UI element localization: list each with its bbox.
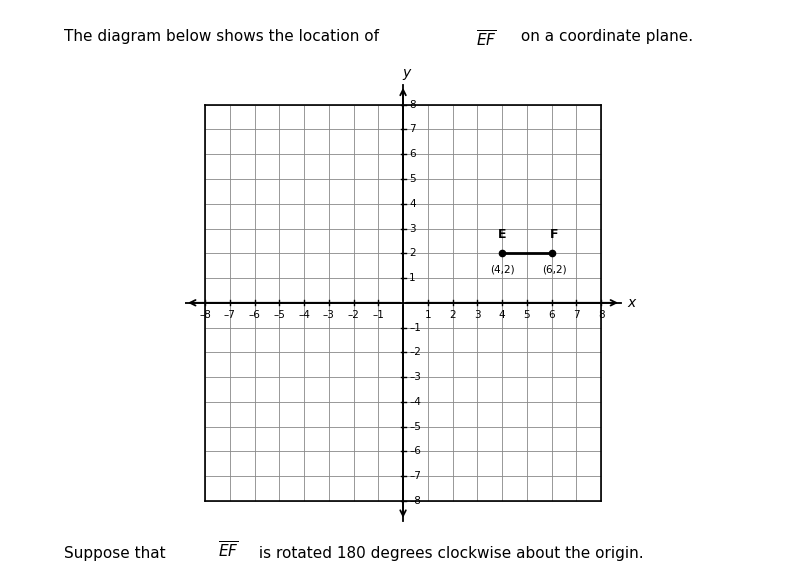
Text: –8: –8: [199, 310, 211, 320]
Text: 2: 2: [450, 310, 456, 320]
Text: –2: –2: [410, 347, 421, 357]
Text: –5: –5: [274, 310, 286, 320]
Text: 8: 8: [410, 100, 416, 110]
Text: 4: 4: [410, 199, 416, 208]
Text: 8: 8: [598, 310, 605, 320]
Text: 2: 2: [410, 248, 416, 258]
Text: –3: –3: [410, 372, 421, 382]
Text: 3: 3: [474, 310, 481, 320]
Text: (6,2): (6,2): [542, 265, 566, 274]
Text: 4: 4: [498, 310, 506, 320]
Text: F: F: [550, 228, 558, 241]
Text: –6: –6: [410, 446, 421, 456]
Text: –6: –6: [249, 310, 261, 320]
Text: –7: –7: [224, 310, 236, 320]
Text: Suppose that: Suppose that: [64, 545, 170, 561]
Text: 1: 1: [425, 310, 431, 320]
Text: –4: –4: [410, 397, 421, 407]
Text: –5: –5: [410, 422, 421, 432]
Text: –2: –2: [347, 310, 359, 320]
Text: –1: –1: [410, 322, 421, 332]
Text: –1: –1: [372, 310, 384, 320]
Text: y: y: [402, 66, 411, 80]
Text: 7: 7: [410, 124, 416, 134]
Text: –4: –4: [298, 310, 310, 320]
Text: 7: 7: [573, 310, 580, 320]
Text: $\overline{EF}$: $\overline{EF}$: [476, 29, 497, 49]
Text: The diagram below shows the location of: The diagram below shows the location of: [64, 29, 384, 44]
Text: 5: 5: [410, 174, 416, 184]
Text: is rotated 180 degrees clockwise about the origin.: is rotated 180 degrees clockwise about t…: [254, 545, 644, 561]
Text: –3: –3: [323, 310, 334, 320]
Text: E: E: [498, 228, 506, 241]
Text: –8: –8: [410, 496, 421, 506]
Text: –7: –7: [410, 471, 421, 481]
Text: 1: 1: [410, 273, 416, 283]
Text: x: x: [627, 296, 635, 310]
Text: 6: 6: [410, 150, 416, 159]
Text: 3: 3: [410, 224, 416, 234]
Text: 6: 6: [548, 310, 555, 320]
Text: on a coordinate plane.: on a coordinate plane.: [516, 29, 693, 44]
Text: 5: 5: [523, 310, 530, 320]
Text: (4,2): (4,2): [490, 265, 514, 274]
Text: $\overline{EF}$: $\overline{EF}$: [218, 541, 238, 561]
